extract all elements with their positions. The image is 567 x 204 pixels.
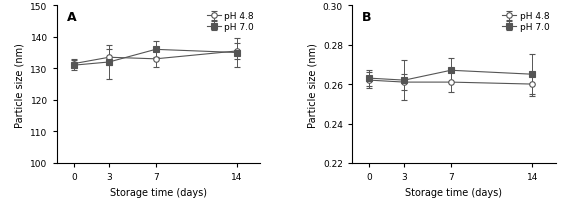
Y-axis label: Particle size (nm): Particle size (nm): [15, 42, 25, 127]
X-axis label: Storage time (days): Storage time (days): [405, 187, 502, 197]
Legend: pH 4.8, pH 7.0: pH 4.8, pH 7.0: [205, 11, 256, 33]
Text: A: A: [67, 11, 77, 24]
Y-axis label: Particle size (nm): Particle size (nm): [307, 42, 318, 127]
X-axis label: Storage time (days): Storage time (days): [110, 187, 207, 197]
Text: B: B: [362, 11, 372, 24]
Legend: pH 4.8, pH 7.0: pH 4.8, pH 7.0: [501, 11, 551, 33]
